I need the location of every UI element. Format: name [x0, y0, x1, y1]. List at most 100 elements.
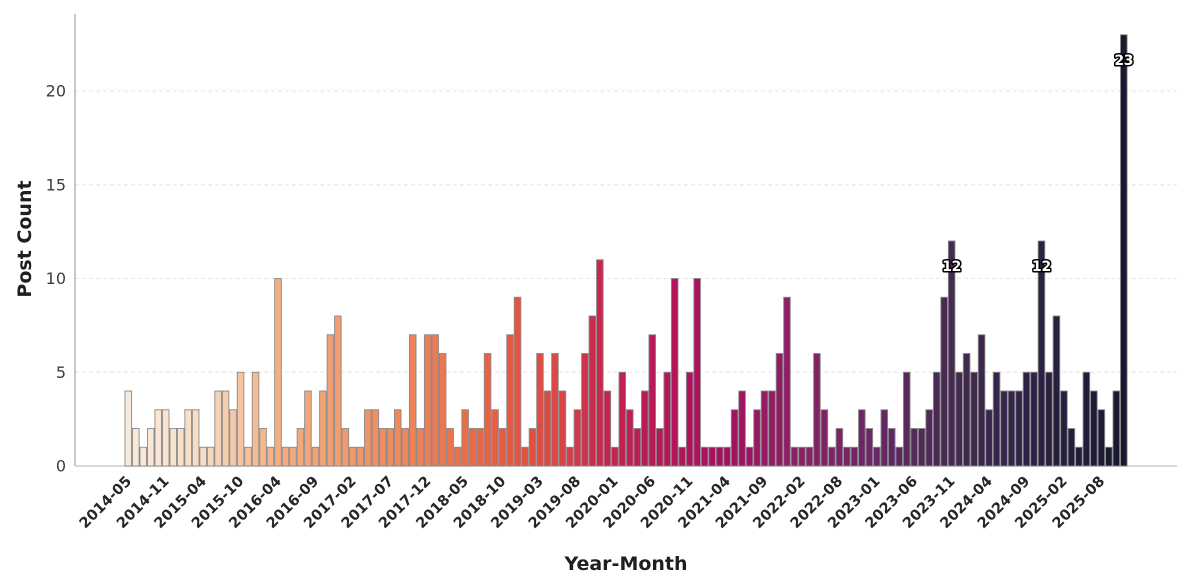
bar — [596, 259, 604, 467]
bar — [1067, 428, 1076, 467]
bar — [259, 428, 267, 467]
bar — [760, 390, 769, 467]
bar — [476, 428, 484, 467]
y-tick-label: 5 — [56, 363, 66, 382]
bar — [1075, 446, 1083, 467]
bar — [319, 390, 327, 467]
bar — [416, 428, 424, 467]
bar — [865, 428, 874, 467]
bar — [506, 334, 514, 467]
bar — [1015, 390, 1023, 467]
bar — [940, 296, 948, 467]
bar — [543, 390, 552, 467]
bar — [371, 409, 380, 467]
bar — [349, 446, 357, 467]
bar — [394, 409, 402, 467]
bar — [970, 371, 978, 467]
bar — [326, 334, 335, 467]
bar — [805, 446, 814, 467]
bar — [199, 446, 207, 467]
bar — [813, 353, 821, 467]
bar — [603, 390, 612, 467]
bar — [1105, 446, 1113, 467]
bar — [738, 390, 746, 467]
bar — [468, 428, 477, 467]
bar — [895, 446, 904, 467]
bar — [1120, 34, 1128, 467]
bar — [289, 446, 297, 467]
bar — [850, 446, 859, 467]
y-tick-label: 10 — [46, 269, 66, 288]
bar — [132, 428, 140, 467]
bar — [401, 428, 409, 467]
bar — [917, 428, 926, 467]
bar — [798, 446, 806, 467]
bar — [858, 409, 866, 467]
bar — [124, 390, 133, 467]
bar — [147, 428, 155, 467]
bar — [431, 334, 439, 467]
y-tick-label: 15 — [46, 175, 66, 194]
bar — [161, 409, 170, 467]
bar — [528, 428, 537, 467]
bar — [536, 353, 544, 467]
bar — [206, 446, 215, 467]
bar — [655, 428, 664, 467]
bar — [1022, 371, 1031, 467]
bar — [154, 409, 162, 467]
bar — [461, 409, 469, 467]
bar — [693, 278, 701, 467]
bar — [1097, 409, 1106, 467]
bar — [715, 446, 724, 467]
bar — [925, 409, 933, 467]
bar — [888, 428, 896, 467]
x-axis-label: Year-Month — [564, 553, 688, 575]
bar — [670, 278, 679, 467]
bar — [408, 334, 417, 467]
bar — [251, 371, 260, 467]
bar — [266, 446, 275, 467]
bar — [985, 409, 993, 467]
bar — [304, 390, 312, 467]
bar — [775, 353, 784, 467]
bar — [708, 446, 716, 467]
bar — [873, 446, 881, 467]
bar — [573, 409, 582, 467]
bar-value-annotation: 23 — [1114, 53, 1133, 69]
bar — [835, 428, 844, 467]
bar — [1007, 390, 1016, 467]
bar — [446, 428, 454, 467]
bar — [1045, 371, 1053, 467]
bar — [685, 371, 694, 467]
bar — [790, 446, 799, 467]
bar-value-annotation: 12 — [942, 259, 961, 275]
bar — [274, 278, 282, 467]
bar — [1037, 240, 1046, 467]
bar — [176, 428, 185, 467]
bar — [611, 446, 619, 467]
bar — [281, 446, 290, 467]
bar — [663, 371, 671, 467]
bar — [341, 428, 350, 467]
bar — [379, 428, 387, 467]
bar — [491, 409, 499, 467]
bar — [588, 315, 597, 467]
bar — [618, 371, 627, 467]
bar — [902, 371, 911, 467]
bar — [513, 296, 522, 467]
bar — [1052, 315, 1061, 467]
bar — [955, 371, 963, 467]
bar-value-annotation: 12 — [1032, 259, 1051, 275]
bar — [700, 446, 709, 467]
bar — [236, 371, 245, 467]
bar — [626, 409, 634, 467]
bar — [977, 334, 986, 467]
bar — [745, 446, 754, 467]
bar — [843, 446, 851, 467]
bar — [820, 409, 829, 467]
y-tick-label: 0 — [56, 457, 66, 476]
bar — [678, 446, 686, 467]
bar — [1030, 371, 1038, 467]
bar — [648, 334, 657, 467]
